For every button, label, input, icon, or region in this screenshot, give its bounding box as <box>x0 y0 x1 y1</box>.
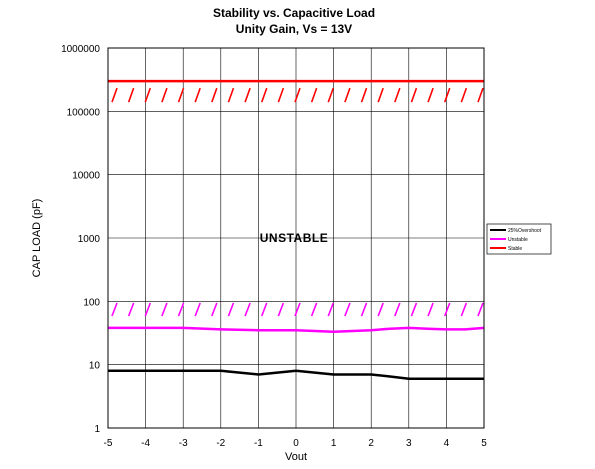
black-series-line <box>108 369 484 380</box>
y-tick-labels: 1 10 100 1000 10000 100000 1000000 <box>61 44 100 435</box>
y-axis-label: CAP LOAD (pF) <box>31 199 43 278</box>
y-tick-label: 100 <box>83 297 100 308</box>
hatch-mark <box>294 87 301 103</box>
y-tick-label: 1000 <box>78 234 101 245</box>
hatch-mark <box>394 302 401 317</box>
legend-label: 25%Overshoot <box>508 228 542 234</box>
x-tick-label: -1 <box>254 438 263 449</box>
hatch-mark <box>194 87 201 103</box>
hatch-mark <box>477 87 484 103</box>
x-tick-label: -2 <box>216 438 225 449</box>
plot-area <box>107 47 485 429</box>
hatch-mark <box>194 302 201 317</box>
hatch-mark <box>344 302 351 317</box>
x-axis-label: Vout <box>285 451 307 463</box>
legend-label: Unstable <box>508 237 528 243</box>
y-tick-label: 10000 <box>72 171 100 182</box>
hatch-mark <box>427 302 434 317</box>
hatch-mark <box>377 87 384 103</box>
legend: 25%Overshoot Unstable Stable <box>486 223 552 255</box>
hatch-mark <box>244 87 251 103</box>
hatch-mark <box>460 302 468 317</box>
x-tick-label: 1 <box>331 438 337 449</box>
hatch-mark <box>344 87 351 103</box>
hatch-mark <box>360 87 368 103</box>
chart-title: Stability vs. Capacitive Load <box>213 6 375 20</box>
hatch-mark <box>377 302 384 317</box>
x-tick-label: -5 <box>104 438 113 449</box>
hatch-mark <box>211 302 218 317</box>
hatch-mark <box>144 302 152 317</box>
hatch-mark <box>310 87 318 103</box>
y-tick-label: 1 <box>94 424 100 435</box>
y-tick-label: 100000 <box>67 107 101 118</box>
x-tick-label: 3 <box>406 438 412 449</box>
hatch-mark <box>177 87 185 103</box>
hatch-mark <box>161 302 168 317</box>
hatch-mark <box>294 302 301 317</box>
hatch-mark <box>260 87 268 103</box>
hatch-mark <box>410 87 418 103</box>
hatch-mark <box>394 87 401 103</box>
hatch-mark <box>277 87 285 103</box>
hatch-marks <box>111 87 484 317</box>
y-tick-label: 1000000 <box>61 44 100 55</box>
hatch-mark <box>111 87 118 103</box>
hatch-mark <box>127 87 135 103</box>
hatch-mark <box>227 87 235 103</box>
y-tick-label: 10 <box>89 361 101 372</box>
hatch-mark <box>410 302 418 317</box>
hatch-mark <box>177 302 185 317</box>
hatch-mark <box>443 302 451 317</box>
hatch-mark <box>327 87 335 103</box>
legend-label: Stable <box>508 246 522 252</box>
hatch-mark <box>310 302 318 317</box>
hatch-mark <box>127 302 135 317</box>
x-tick-labels: -5 -4 -3 -2 -1 0 1 2 3 4 5 <box>104 438 488 449</box>
hatch-mark <box>443 87 451 103</box>
x-tick-label: -4 <box>141 438 150 449</box>
series-layer <box>108 79 485 380</box>
x-tick-label: 4 <box>444 438 450 449</box>
hatch-mark <box>211 87 218 103</box>
unstable-annotation: UNSTABLE <box>260 231 328 245</box>
x-tick-label: 5 <box>481 438 487 449</box>
hatch-mark <box>427 87 434 103</box>
chart-subtitle: Unity Gain, Vs = 13V <box>236 22 352 36</box>
magenta-series-line <box>108 326 485 334</box>
x-tick-label: 2 <box>368 438 374 449</box>
hatch-mark <box>144 87 152 103</box>
hatch-mark <box>161 87 168 103</box>
hatch-mark <box>244 302 251 317</box>
hatch-mark <box>360 302 368 317</box>
x-tick-label: -3 <box>179 438 188 449</box>
hatch-mark <box>111 302 118 317</box>
x-tick-label: 0 <box>293 438 299 449</box>
hatch-mark <box>227 302 235 317</box>
hatch-mark <box>260 302 268 317</box>
hatch-mark <box>277 302 285 317</box>
hatch-mark <box>477 302 484 317</box>
hatch-mark <box>460 87 468 103</box>
hatch-mark <box>327 302 335 317</box>
